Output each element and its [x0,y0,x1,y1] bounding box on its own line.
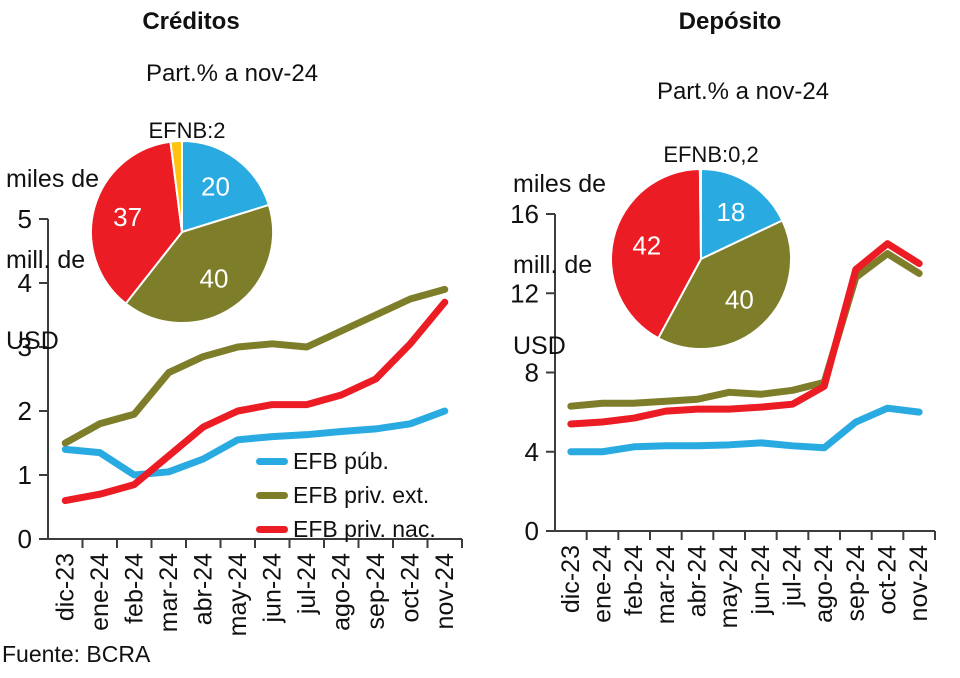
creditos-subtitle: Part.% a nov-24 [145,60,319,87]
x-tick-label: sep-24 [842,545,870,622]
pie-slice-efb-p-b- [700,168,784,260]
unit-line: miles de [6,165,100,193]
legend-item-efb-p-b-: EFB púb. [256,444,436,478]
pie-value-label: 37 [113,202,142,232]
x-tick-label: mar-24 [652,545,680,624]
deposito-axis-unit-label: miles de mill. de USD [513,117,606,414]
x-tick-label: jul-24 [779,545,807,607]
deposito-subtitle: Part.% a nov-24 [656,78,830,105]
x-tick-label: nov-24 [431,553,459,630]
source-note: Fuente: BCRA [2,641,151,667]
pie-slice-efb-priv-nac- [90,140,183,305]
x-tick-label: oct-24 [874,545,902,615]
legend-line-marker [256,491,288,499]
series-line-efb-priv-nac- [61,298,449,505]
y-tick-label: 12 [510,278,539,308]
creditos-pie-chart: 20 40 37 [90,139,274,324]
creditos-axis-unit-label: miles de mill. de USD [6,112,99,409]
y-tick-label: 0 [18,524,32,554]
x-tick-label: jun-24 [258,553,286,624]
deposito-pie-annotation: EFNB:0,2 [663,142,759,167]
x-tick-label: ene-24 [589,545,617,623]
x-tick-label: may-24 [715,545,743,628]
pie-value-label: 20 [201,172,230,202]
y-tick-label: 0 [525,516,539,546]
x-tick-label: abr-24 [189,553,217,625]
pie-slice-efnb [169,139,183,233]
pie-value-label: 42 [632,231,661,261]
legend-label: EFB priv. nac. [293,515,436,542]
x-tick-label: dic-23 [557,545,585,613]
pie-slice-efnb [698,168,702,260]
series-line-efb-p-b- [61,407,449,479]
creditos-pie-annotation: EFNB:2 [148,118,226,143]
pie-slice-efb-priv-nac- [610,168,702,340]
x-tick-label: feb-24 [120,553,148,624]
y-tick-label: 16 [510,199,539,229]
y-tick-label: 8 [525,358,539,388]
pie-slice-efb-priv-ext- [657,219,792,350]
legend-label: EFB priv. ext. [293,481,430,508]
chart-legend: EFB púb. EFB priv. ext. EFB priv. nac. [256,444,436,546]
x-tick-label: jul-24 [293,553,321,615]
pie-slice-efb-priv-ext- [124,203,274,324]
x-tick-label: dic-23 [51,553,79,621]
series-line-efb-priv-nac- [567,240,923,428]
y-tick-label: 4 [525,437,539,467]
x-tick-label: ago-24 [327,553,355,631]
series-line-efb-priv-ext- [61,285,449,447]
pie-slice-efb-p-b- [181,140,270,233]
y-tick-label: 2 [18,396,32,426]
unit-line: mill. de [513,251,593,279]
x-tick-label: ago-24 [810,545,838,623]
deposito-line-chart: 0 4 8 12 16 dic-23 ene-24 feb-24 mar-24 abr-24 may… [510,199,936,628]
legend-line-marker [256,457,288,465]
legend-label: EFB púb. [293,447,389,474]
legend-item-efb-priv-ext-: EFB priv. ext. [256,478,436,512]
y-tick-label: 3 [18,332,32,362]
x-tick-label: ene-24 [86,553,114,631]
series-line-efb-priv-ext- [567,250,923,410]
deposito-title: Depósito [678,8,782,35]
unit-line: USD [6,327,59,355]
legend-line-marker [256,525,288,533]
unit-line: miles de [513,170,607,198]
x-tick-label: mar-24 [155,553,183,632]
y-tick-label: 4 [18,268,32,298]
y-tick-label: 5 [18,204,32,234]
x-tick-label: feb-24 [620,545,648,616]
unit-line: mill. de [6,246,86,274]
x-tick-label: sep-24 [362,553,390,630]
deposito-pie-chart: 18 40 42 [610,168,792,350]
creditos-line-chart: 0 1 2 3 4 5 dic-23 ene-24 feb-24 mar-24 abr-24 may-… [18,204,463,636]
series-line-efb-p-b- [567,404,923,456]
x-tick-label: jun-24 [747,545,775,616]
creditos-title: Créditos [142,8,240,35]
x-tick-label: oct-24 [396,553,424,623]
x-tick-label: abr-24 [684,545,712,617]
x-tick-label: nov-24 [905,545,933,622]
pie-value-label: 18 [716,197,745,227]
pie-value-label: 40 [200,263,229,293]
legend-item-efb-priv-nac-: EFB priv. nac. [256,512,436,546]
pie-value-label: 40 [725,284,754,314]
unit-line: USD [513,332,566,360]
y-tick-label: 1 [18,460,32,490]
x-tick-label: may-24 [224,553,252,636]
